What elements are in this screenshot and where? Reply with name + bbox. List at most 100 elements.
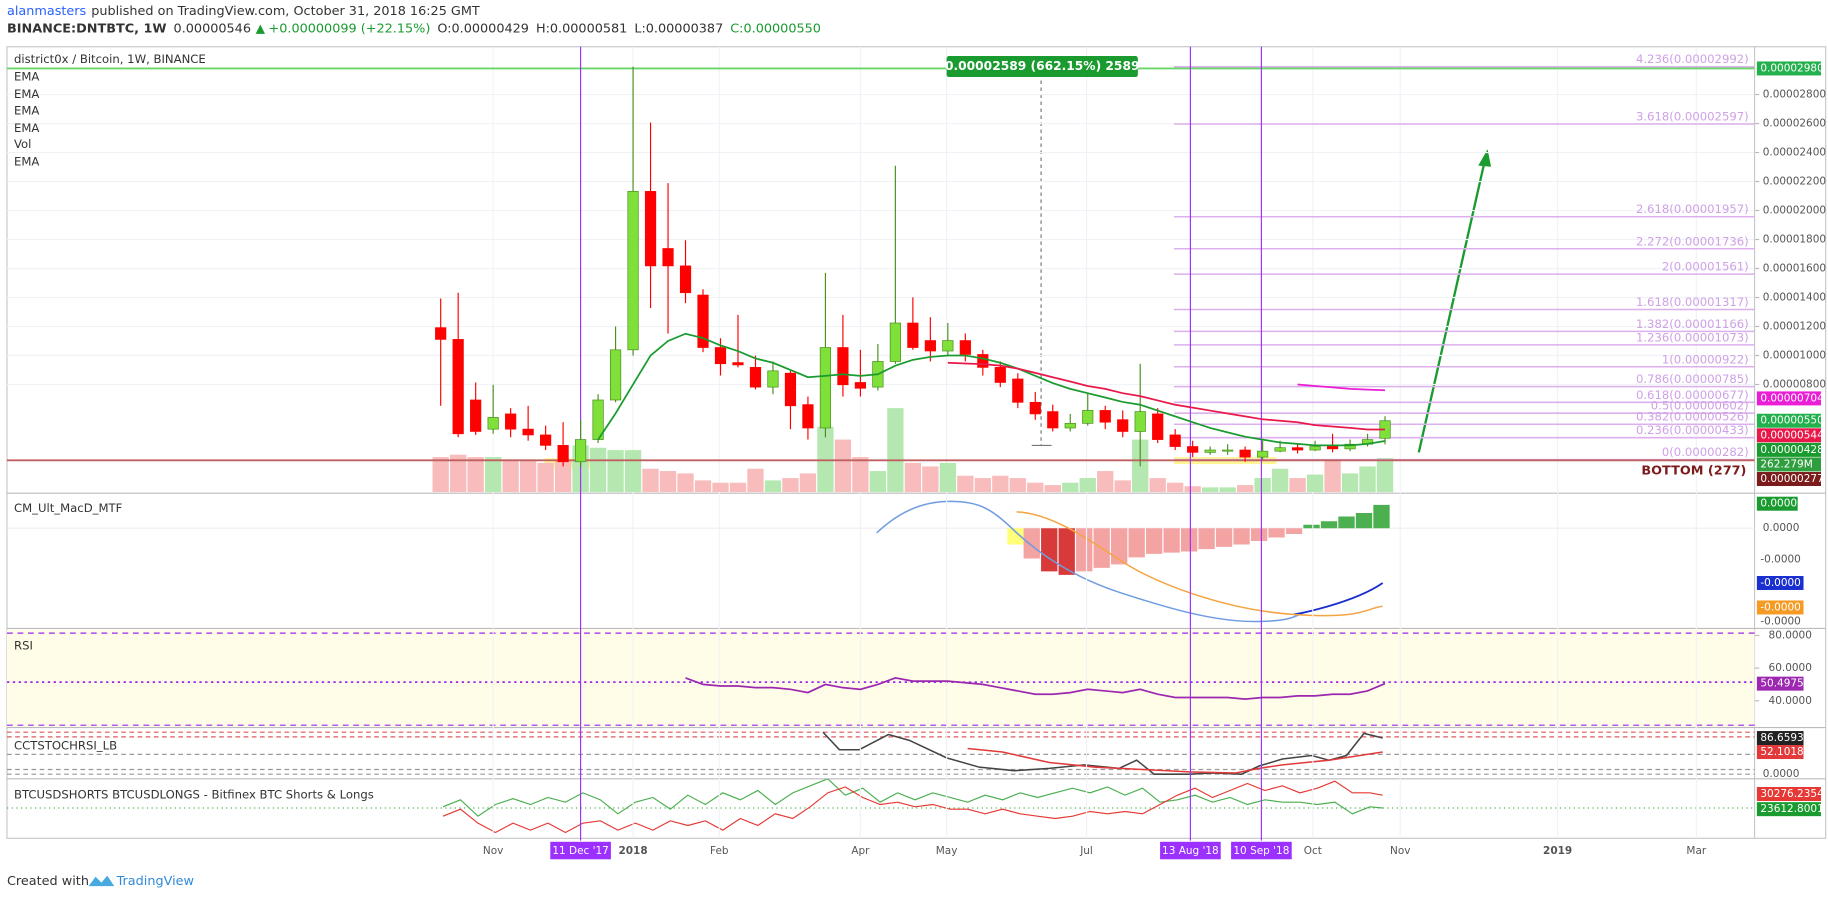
volume-bar	[1289, 478, 1306, 493]
price-badge-label: 0.00000428	[1760, 444, 1823, 456]
volume-bar	[1306, 474, 1324, 493]
legend-entry: EMA	[14, 87, 39, 101]
candle-body	[1344, 443, 1356, 450]
volume-bar	[869, 471, 887, 493]
price-badge	[1756, 457, 1822, 472]
rsi-line	[685, 676, 1386, 700]
price-badge-label: 0.00002980	[1760, 62, 1823, 74]
candle-body	[1099, 410, 1111, 423]
date-badge-label: 11 Dec '17	[552, 845, 609, 857]
volume-bar	[1027, 482, 1044, 493]
legend-entry: EMA	[14, 103, 39, 117]
macd-drawing	[6, 500, 1755, 623]
x-tick-label: Jul	[1079, 845, 1093, 857]
volume-bar	[729, 482, 747, 493]
candle-body	[1257, 450, 1269, 458]
y-tick-label: 0.00002200	[1763, 176, 1826, 188]
stoch-badge	[1756, 745, 1804, 760]
candle-body	[540, 434, 552, 446]
candle-body	[1064, 422, 1076, 429]
candle-body	[1029, 401, 1041, 415]
candle-body	[557, 445, 569, 463]
shorts-title: BTCUSDSHORTS BTCUSDLONGS - Bitfinex BTC …	[14, 788, 374, 802]
macd-axis-label: -0.0000	[1760, 615, 1800, 627]
price-badge	[1756, 472, 1822, 487]
ema-line	[597, 332, 1386, 447]
price-badge	[1756, 413, 1822, 428]
fib-label: 0.5(0.00000602)	[1651, 399, 1749, 413]
volume-bar	[852, 457, 869, 493]
rsi-background	[6, 629, 1755, 728]
fib-label: 1.618(0.00001317)	[1636, 295, 1749, 309]
candle-body	[1082, 410, 1094, 424]
symbol: BINANCE:DNTBTC, 1W	[7, 22, 167, 37]
ema-line	[1297, 383, 1386, 392]
candle-body	[1187, 446, 1199, 453]
x-tick-label: Nov	[1390, 845, 1410, 857]
volume-bar	[624, 450, 642, 493]
volume-bar	[607, 450, 624, 493]
volume-bar	[1079, 478, 1096, 493]
volume-bar	[1149, 478, 1166, 493]
candle-body	[522, 428, 534, 436]
rsi-badge-label: 50.4975	[1760, 678, 1803, 690]
longs-line	[442, 778, 1383, 817]
price-badge	[1756, 428, 1822, 443]
price-badge	[1756, 442, 1822, 457]
ema-line	[947, 361, 1385, 431]
volume-bar	[1009, 478, 1026, 493]
candle-body	[1204, 449, 1216, 453]
rsi-title: RSI	[14, 638, 33, 652]
stoch-drawing	[6, 731, 1755, 775]
chart-frame	[6, 46, 1827, 839]
longs-badge	[1756, 802, 1822, 817]
legend-entry: EMA	[14, 70, 39, 84]
volume-bar	[589, 447, 607, 493]
fib-label: 1.382(0.00001166)	[1636, 317, 1749, 331]
fib-label: 1(0.00000922)	[1662, 352, 1749, 366]
measure-badge	[946, 56, 1138, 78]
price-badge-label: 0.00000550	[1760, 415, 1823, 427]
candle-body	[837, 347, 849, 386]
volume-bar	[1254, 478, 1271, 493]
volume-bar	[974, 478, 991, 493]
published-text: published on TradingView.com, October 31…	[91, 4, 480, 19]
y-tick-label: 0.00002600	[1763, 118, 1826, 130]
macd-badge	[1756, 575, 1804, 590]
volume-bar	[432, 457, 449, 493]
candle-body	[1292, 447, 1304, 451]
fib-label: 3.618(0.00002597)	[1636, 109, 1749, 123]
date-badge	[550, 841, 611, 860]
volume-bar	[450, 454, 467, 493]
volume-bar	[747, 468, 764, 493]
main-title: district0x / Bitcoin, 1W, BINANCE	[14, 52, 206, 66]
candle-body	[732, 362, 744, 366]
fib-label: 2(0.00001561)	[1662, 260, 1749, 274]
ohlc-high: H:0.00000581	[536, 22, 627, 37]
volume-bar	[1184, 486, 1201, 493]
volume-bar	[1097, 471, 1114, 493]
candle-body	[1012, 378, 1024, 403]
volume-bar	[1167, 482, 1184, 493]
volume-bar	[677, 473, 694, 493]
volume-bar	[1044, 485, 1061, 493]
price-badge-label: 0.00000544	[1760, 429, 1824, 441]
candle-body	[1222, 449, 1234, 452]
volume-bar	[904, 462, 922, 493]
volume-bar	[922, 466, 939, 493]
ohlc-open: O:0.00000429	[437, 22, 529, 37]
y-tick-label: 0.00001200	[1763, 320, 1826, 332]
volume-bar	[1341, 473, 1359, 493]
price-change: +0.00000099 (+22.15%)	[268, 22, 430, 37]
tradingview-brand[interactable]: TradingView	[116, 874, 194, 889]
fib-label: 0.236(0.00000433)	[1636, 423, 1749, 437]
author-link[interactable]: alanmasters	[7, 4, 87, 19]
macd-histogram-red	[1023, 528, 1303, 572]
ohlc-close: C:0.00000550	[730, 22, 821, 37]
candle-body	[784, 372, 797, 407]
legend-entry: EMA	[14, 155, 39, 169]
candle-body	[714, 347, 727, 365]
measure-label: 0.00002589 (662.15%) 2589	[945, 59, 1139, 73]
x-tick-label: Apr	[851, 845, 870, 857]
